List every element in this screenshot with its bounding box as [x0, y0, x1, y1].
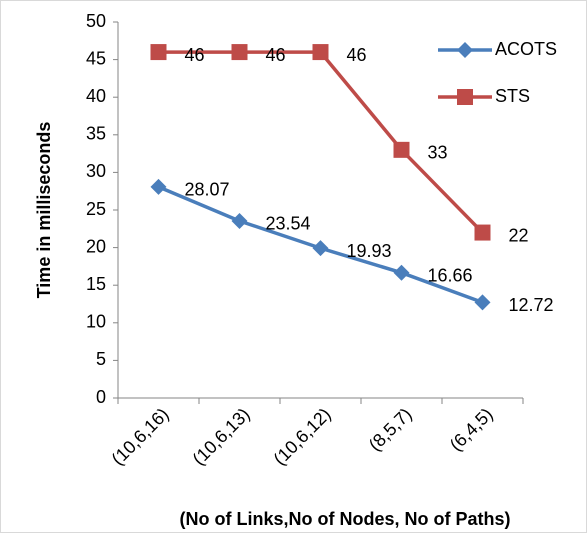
y-tick-label: 25 — [86, 199, 106, 219]
legend-marker — [457, 42, 473, 58]
marker — [474, 294, 491, 311]
y-axis-title: Time in milliseconds — [34, 122, 54, 299]
marker — [393, 141, 410, 158]
marker — [150, 44, 167, 61]
data-label: 33 — [428, 143, 448, 163]
y-tick-label: 35 — [86, 124, 106, 144]
y-tick-label: 10 — [86, 312, 106, 332]
data-label: 28.07 — [185, 180, 230, 200]
data-label: 23.54 — [266, 214, 311, 234]
y-tick-label: 40 — [86, 86, 106, 106]
y-tick-label: 45 — [86, 48, 106, 68]
legend-marker — [457, 89, 473, 105]
y-tick-label: 30 — [86, 161, 106, 181]
legend-label: STS — [495, 86, 530, 106]
marker — [474, 224, 491, 241]
data-label: 16.66 — [428, 265, 473, 285]
marker — [312, 240, 329, 257]
marker — [231, 212, 248, 229]
marker — [393, 264, 410, 281]
data-label: 22 — [509, 225, 529, 245]
data-label: 46 — [266, 45, 286, 65]
y-tick-label: 0 — [96, 387, 106, 407]
legend-label: ACOTS — [495, 39, 557, 59]
data-label: 12.72 — [509, 295, 554, 315]
x-axis-title: (No of Links,No of Nodes, No of Paths) — [180, 509, 511, 529]
y-tick-label: 50 — [86, 11, 106, 31]
data-label: 46 — [185, 45, 205, 65]
marker — [150, 178, 167, 195]
y-tick-label: 20 — [86, 236, 106, 256]
marker — [312, 44, 329, 61]
data-label: 46 — [347, 45, 367, 65]
y-tick-label: 5 — [96, 349, 106, 369]
marker — [231, 44, 248, 61]
y-tick-label: 15 — [86, 274, 106, 294]
data-label: 19.93 — [347, 241, 392, 261]
